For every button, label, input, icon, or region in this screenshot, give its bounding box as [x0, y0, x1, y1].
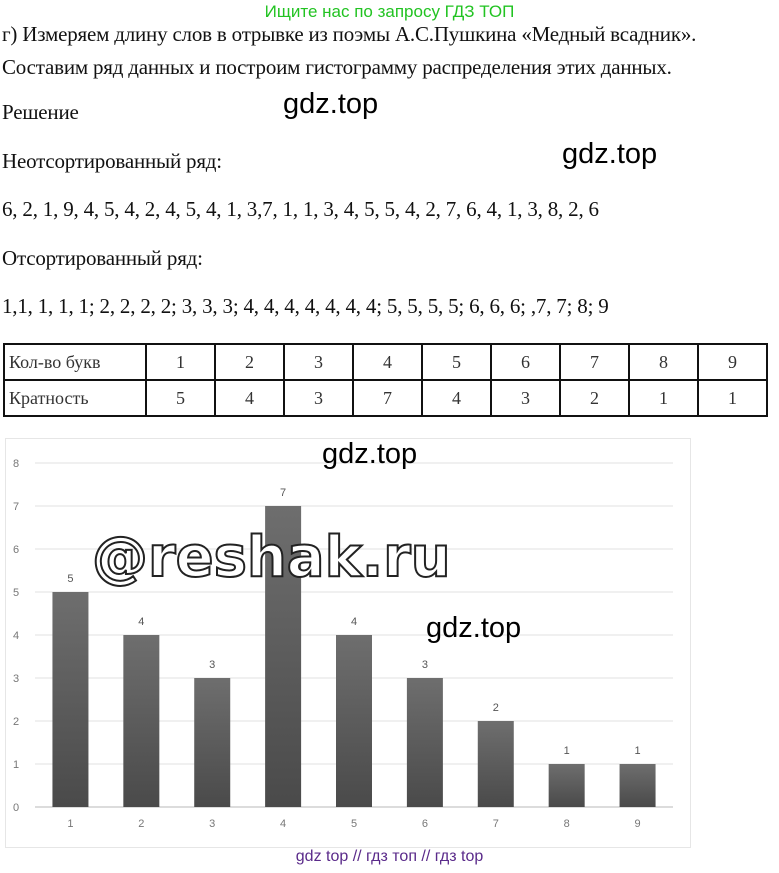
unsorted-label: Неотсортированный ряд: — [2, 149, 222, 173]
table-cell: 1 — [697, 379, 768, 417]
footer-links: gdz top // гдз топ // гдз top — [295, 848, 484, 865]
x-tick-label: 5 — [351, 818, 357, 830]
watermark-gdz: gdz.top — [283, 88, 379, 120]
x-tick-label: 4 — [280, 818, 286, 830]
bar — [265, 506, 302, 807]
data-label: 4 — [351, 616, 357, 628]
x-tick-label: 6 — [422, 818, 428, 830]
data-label: 3 — [209, 659, 215, 671]
table-cell: 1 — [628, 379, 699, 417]
row-header: Кратность — [3, 379, 147, 417]
task-line-1: г) Измеряем длину слов в отрывке из поэм… — [2, 22, 697, 46]
sorted-series: 1,1, 1, 1, 1; 2, 2, 2, 2; 3, 3, 3; 4, 4,… — [2, 294, 609, 318]
x-tick-label: 8 — [564, 818, 570, 830]
solution-label: Решение — [2, 100, 79, 124]
task-line-2: Составим ряд данных и построим гистограм… — [2, 55, 672, 79]
table-cell: 3 — [490, 379, 561, 417]
table-cell: 4 — [421, 379, 492, 417]
watermark-gdz: gdz.top — [562, 138, 658, 170]
table-cell: 5 — [421, 343, 492, 381]
table-cell: 2 — [559, 379, 630, 417]
table-row-letters: Кол-во букв 1 2 3 4 5 6 7 8 9 — [3, 343, 768, 381]
data-label: 4 — [138, 616, 144, 628]
y-tick-label: 2 — [13, 716, 19, 728]
x-tick-label: 1 — [67, 818, 73, 830]
y-tick-label: 7 — [13, 501, 19, 513]
y-tick-label: 0 — [13, 802, 19, 814]
data-label: 7 — [280, 487, 286, 499]
x-tick-label: 7 — [493, 818, 499, 830]
table-cell: 7 — [352, 379, 423, 417]
search-banner: Ищите нас по запросу ГДЗ ТОП — [264, 2, 515, 21]
bar — [406, 678, 443, 807]
y-tick-label: 1 — [13, 759, 19, 771]
table-cell: 6 — [490, 343, 561, 381]
data-label: 1 — [634, 745, 640, 757]
x-tick-label: 2 — [138, 818, 144, 830]
row-header: Кол-во букв — [3, 343, 147, 381]
data-label: 2 — [493, 702, 499, 714]
watermark-reshak: @reshak.ru — [91, 525, 452, 590]
sorted-label: Отсортированный ряд: — [2, 246, 203, 270]
y-tick-label: 8 — [13, 458, 19, 470]
bar — [548, 764, 585, 807]
y-tick-label: 5 — [13, 587, 19, 599]
data-label: 1 — [564, 745, 570, 757]
histogram-chart: 0 1 2 3 4 5 6 7 8 5 1 4 2 3 3 7 4 4 5 3 6 2 7 1 8 1 9 — [5, 438, 691, 848]
watermark-gdz: gdz.top — [426, 612, 522, 644]
data-label: 3 — [422, 659, 428, 671]
bar — [336, 635, 372, 807]
table-cell: 5 — [145, 379, 216, 417]
frequency-table: Кол-во букв 1 2 3 4 5 6 7 8 9 Кратность … — [3, 343, 768, 417]
table-cell: 2 — [214, 343, 285, 381]
unsorted-series: 6, 2, 1, 9, 4, 5, 4, 2, 4, 5, 4, 1, 3,7,… — [2, 197, 599, 221]
x-tick-label: 3 — [209, 818, 215, 830]
x-tick-label: 9 — [634, 818, 640, 830]
table-cell: 3 — [283, 343, 354, 381]
bar — [194, 678, 231, 807]
bar — [52, 592, 89, 807]
bar — [123, 635, 160, 807]
bar — [477, 721, 514, 807]
y-tick-label: 6 — [13, 544, 19, 556]
bar — [619, 764, 656, 807]
data-label: 5 — [67, 573, 73, 585]
y-tick-label: 4 — [13, 630, 19, 642]
table-cell: 8 — [628, 343, 699, 381]
table-cell: 4 — [214, 379, 285, 417]
watermark-gdz: gdz.top — [322, 438, 418, 470]
table-cell: 4 — [352, 343, 423, 381]
table-row-frequency: Кратность 5 4 3 7 4 3 2 1 1 — [3, 379, 768, 417]
table-cell: 1 — [145, 343, 216, 381]
table-cell: 9 — [697, 343, 768, 381]
y-tick-label: 3 — [13, 673, 19, 685]
table-cell: 3 — [283, 379, 354, 417]
table-cell: 7 — [559, 343, 630, 381]
